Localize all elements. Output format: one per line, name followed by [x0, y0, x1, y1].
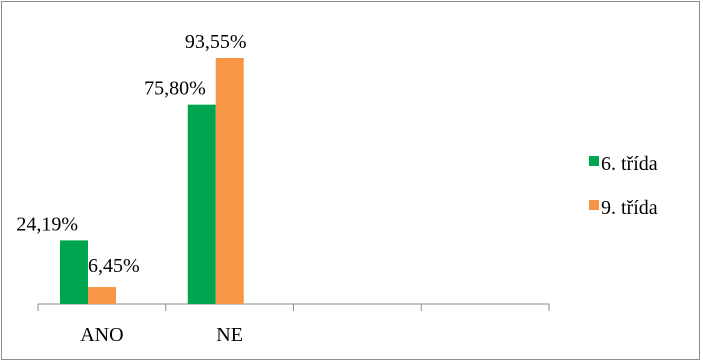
- legend-swatch-series-2: [589, 200, 599, 210]
- bar-ano-series-1: [60, 240, 88, 304]
- data-label: 6,45%: [88, 255, 140, 277]
- data-label: 93,55%: [185, 31, 247, 53]
- x-tick-label-ne: NE: [216, 324, 243, 346]
- legend-label-series-2: 9. třída: [601, 197, 658, 219]
- bar-ano-series-2: [88, 287, 116, 304]
- x-tick-label-ano: ANO: [80, 324, 123, 346]
- bar-ne-series-2: [215, 57, 244, 304]
- data-label: 24,19%: [16, 213, 78, 235]
- bar-ne-series-1: [187, 104, 216, 305]
- legend-swatch-series-1: [589, 156, 599, 166]
- legend-label-series-1: 6. třída: [601, 153, 658, 175]
- data-label: 75,80%: [144, 78, 206, 100]
